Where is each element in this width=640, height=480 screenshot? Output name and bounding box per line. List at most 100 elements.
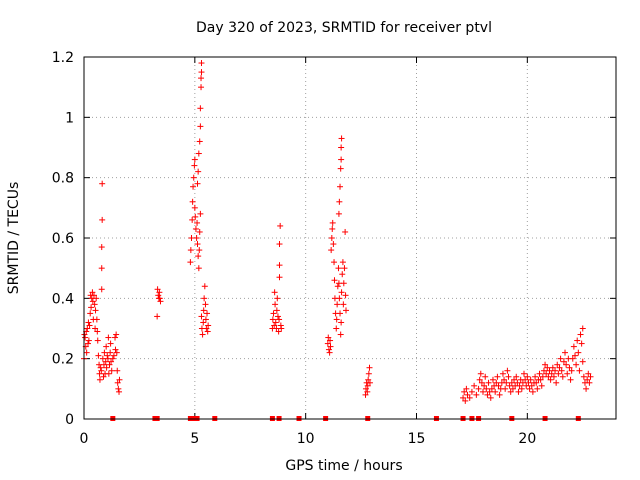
data-point xyxy=(196,138,203,145)
data-point xyxy=(364,388,371,395)
data-point xyxy=(99,216,106,223)
data-point xyxy=(155,292,162,299)
data-point xyxy=(276,274,283,281)
x-tick-label: 10 xyxy=(297,431,315,447)
data-point xyxy=(342,228,349,235)
data-point xyxy=(475,385,482,392)
data-point xyxy=(464,391,471,398)
data-point xyxy=(523,382,530,389)
data-point xyxy=(337,183,344,190)
data-point xyxy=(197,210,204,217)
x-tick-label: 20 xyxy=(518,431,536,447)
data-point xyxy=(484,391,491,398)
data-point xyxy=(506,382,513,389)
data-point xyxy=(109,355,116,362)
data-point xyxy=(273,307,280,314)
data-point xyxy=(586,379,593,386)
data-point xyxy=(204,310,211,317)
data-point xyxy=(191,162,198,169)
data-point xyxy=(93,316,100,323)
data-point xyxy=(342,292,349,299)
data-point xyxy=(98,286,105,293)
data-point xyxy=(108,358,115,365)
data-point xyxy=(102,358,109,365)
data-point xyxy=(578,340,585,347)
data-point xyxy=(525,379,532,386)
data-point xyxy=(270,310,277,317)
data-point xyxy=(88,304,95,311)
data-point xyxy=(560,358,567,365)
data-point xyxy=(99,355,106,362)
data-point xyxy=(552,367,559,374)
data-point xyxy=(87,310,94,317)
data-point xyxy=(471,382,478,389)
data-point xyxy=(554,361,561,368)
data-point xyxy=(85,337,92,344)
data-point xyxy=(567,376,574,383)
data-point xyxy=(192,225,199,232)
data-point xyxy=(546,367,553,374)
chart-title: Day 320 of 2023, SRMTID for receiver ptv… xyxy=(196,20,492,36)
data-point xyxy=(107,349,114,356)
data-point xyxy=(327,337,334,344)
data-point xyxy=(334,301,341,308)
data-point xyxy=(324,340,331,347)
data-point xyxy=(195,168,202,175)
data-point xyxy=(579,325,586,332)
data-point xyxy=(463,385,470,392)
data-point xyxy=(333,316,340,323)
data-point xyxy=(568,367,575,374)
data-point xyxy=(522,376,529,383)
data-point xyxy=(98,265,105,272)
data-point xyxy=(98,244,105,251)
data-point xyxy=(526,385,533,392)
data-point xyxy=(496,391,503,398)
data-point xyxy=(478,379,485,386)
data-point xyxy=(195,253,202,260)
y-tick-label: 0.8 xyxy=(52,171,74,187)
data-point xyxy=(340,301,347,308)
data-point xyxy=(195,150,202,157)
grid-lines xyxy=(84,57,616,419)
data-point xyxy=(196,247,203,254)
data-point xyxy=(556,364,563,371)
data-point xyxy=(538,382,545,389)
data-point xyxy=(187,247,194,254)
data-point xyxy=(468,388,475,395)
tick-labels: 0 0.2 0.4 0.6 0.8 1 1.2 0 5 10 15 20 xyxy=(52,50,537,447)
data-point xyxy=(198,75,205,82)
data-point xyxy=(329,225,336,232)
data-point xyxy=(562,349,569,356)
data-point xyxy=(187,259,194,266)
data-point xyxy=(202,316,209,323)
data-point xyxy=(201,283,208,290)
data-point xyxy=(195,265,202,272)
y-tick-label: 0 xyxy=(65,412,74,428)
data-point xyxy=(190,174,197,181)
data-point xyxy=(328,235,335,241)
data-point xyxy=(573,361,580,368)
data-point xyxy=(544,364,551,371)
data-point xyxy=(112,334,119,341)
data-point xyxy=(579,358,586,365)
data-point xyxy=(336,198,343,205)
data-point xyxy=(101,349,108,356)
data-point xyxy=(584,376,591,383)
data-point xyxy=(337,310,344,317)
data-point xyxy=(574,337,581,344)
y-tick-label: 0.2 xyxy=(52,352,74,368)
data-point xyxy=(188,235,195,241)
data-point xyxy=(86,322,93,329)
data-point xyxy=(539,373,546,380)
data-point xyxy=(331,259,338,266)
data-point xyxy=(276,262,283,269)
data-point xyxy=(473,391,480,398)
data-points xyxy=(81,60,594,404)
data-point xyxy=(532,373,539,380)
data-point xyxy=(193,235,200,241)
data-point xyxy=(157,298,164,305)
data-point xyxy=(325,346,332,353)
data-point xyxy=(338,144,345,151)
data-point xyxy=(113,349,120,356)
